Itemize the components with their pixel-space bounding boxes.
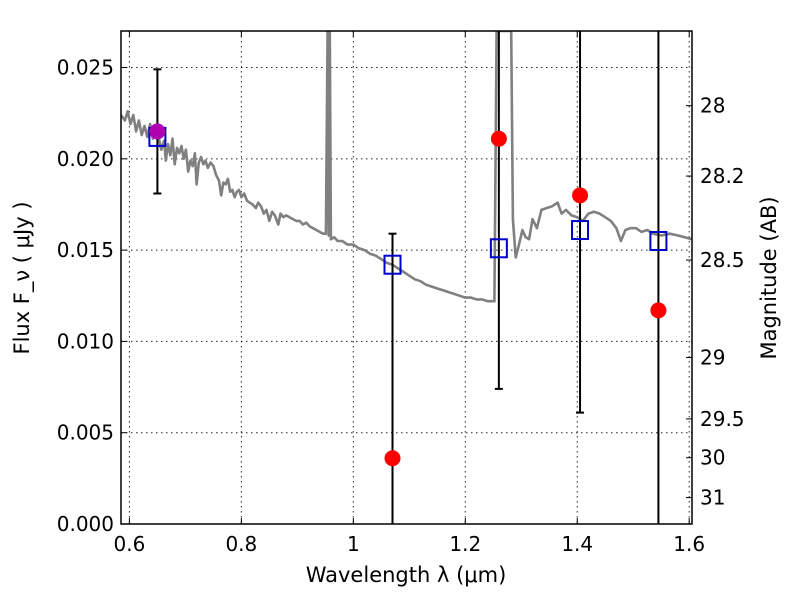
model-point	[649, 230, 668, 251]
y2-axis-label: Magnitude (AB)	[757, 196, 781, 359]
x-tick-label: 1.4	[561, 532, 593, 556]
y2-tick-label: 28.2	[700, 164, 745, 188]
y-tick-label: 0.015	[57, 238, 114, 262]
x-tick-label: 0.6	[113, 532, 145, 556]
observed-point	[149, 123, 166, 140]
x-tick-label: 0.8	[225, 532, 257, 556]
grid-lines	[121, 31, 692, 525]
y-tick-label: 0.025	[57, 56, 114, 80]
error-bars	[153, 31, 660, 524]
observed-photometry-markers	[149, 123, 667, 467]
y2-tick-label: 28.5	[700, 248, 745, 272]
y2-tick-label: 31	[700, 486, 725, 510]
y2-tick-label: 29	[700, 345, 725, 369]
x-axis-label: Wavelength λ (μm)	[306, 563, 507, 587]
y2-tick-label: 28	[700, 94, 725, 118]
observed-point	[650, 302, 667, 319]
y-axis-ticks: 0.000 0.005 0.010 0.015 0.020 0.025	[57, 56, 127, 536]
observed-point	[490, 130, 507, 147]
y-tick-label: 0.000	[57, 512, 114, 536]
y-tick-label: 0.020	[57, 147, 114, 171]
model-spectrum	[121, 31, 692, 303]
y-tick-label: 0.005	[57, 421, 114, 445]
observed-point	[572, 187, 589, 204]
y-axis-label: Flux F_ν ( μJy )	[10, 201, 35, 354]
model-point	[571, 220, 590, 241]
y2-tick-label: 29.5	[700, 407, 745, 431]
x-axis-ticks: 0.6 0.8 1 1.2 1.4 1.6	[113, 31, 705, 556]
y2-axis-ticks: 28 28.2 28.5 29 29.5 30 31	[686, 94, 745, 510]
model-point	[489, 238, 508, 259]
observed-point	[384, 450, 401, 467]
y2-tick-label: 30	[700, 446, 725, 470]
x-tick-label: 1.6	[673, 532, 705, 556]
model-point	[383, 254, 402, 275]
spectrum-line	[121, 31, 692, 303]
x-tick-label: 1.2	[449, 532, 481, 556]
model-photometry-markers	[148, 126, 668, 275]
plot-frame	[120, 30, 693, 525]
y-tick-label: 0.010	[57, 329, 114, 353]
x-tick-label: 1	[347, 532, 360, 556]
